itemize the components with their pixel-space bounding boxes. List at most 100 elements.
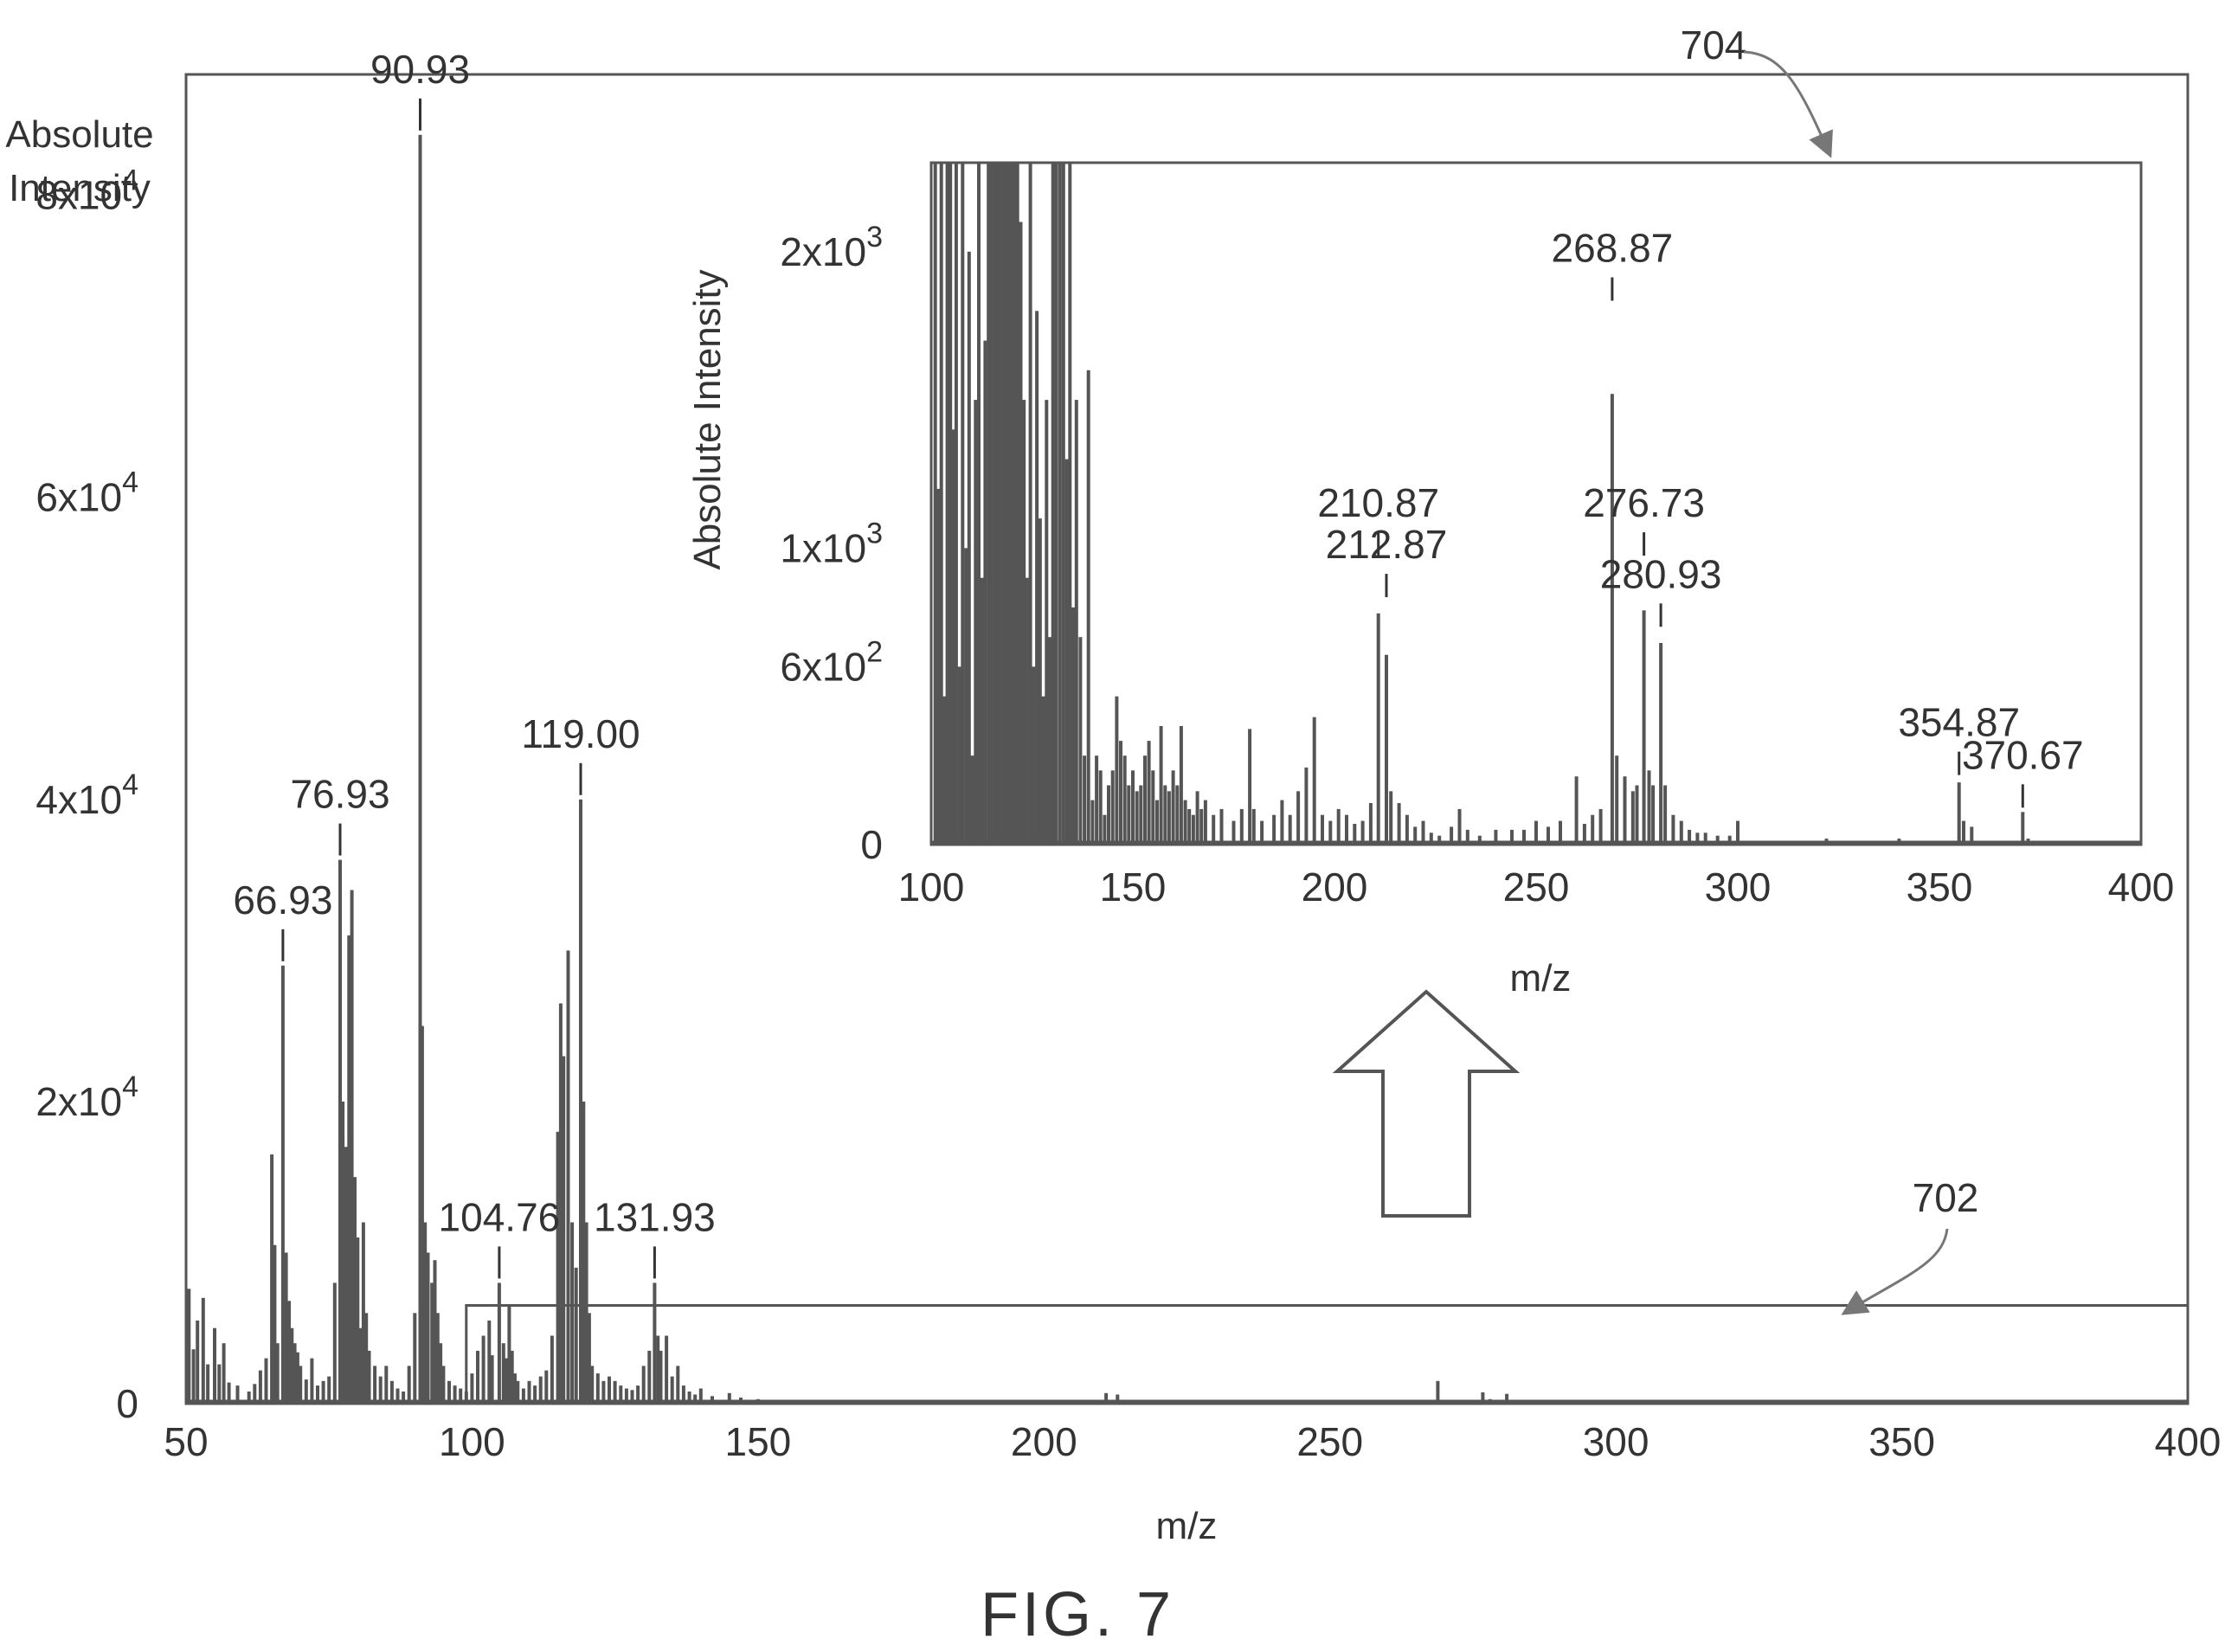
inset-peak-bar	[1328, 820, 1333, 845]
main-peak-bar	[367, 1350, 371, 1404]
main-x-tick-label: 150	[725, 1419, 792, 1464]
inset-peak-bar	[1389, 791, 1393, 845]
main-peak-label: 76.93	[290, 772, 389, 817]
callout-702-label: 702	[1913, 1175, 1979, 1220]
main-peak-bar	[187, 1289, 191, 1404]
inset-peak-bar	[1559, 820, 1562, 845]
main-peak-bar	[341, 1101, 345, 1404]
inset-peak-bar	[1061, 163, 1065, 845]
main-peak-bar	[636, 1385, 640, 1404]
inset-peak-bar	[980, 577, 984, 845]
main-chart: 50 100 150 200 250 300 350 400 0 2x104 4x104 6x104…	[5, 47, 2221, 1547]
main-peak-bar	[659, 1350, 663, 1404]
inset-peak-bar	[1147, 741, 1151, 845]
main-peak-bar	[270, 1154, 274, 1404]
inset-peak-bar	[993, 163, 997, 845]
inset-peak-bar	[1642, 610, 1646, 845]
inset-peak-bar	[1368, 803, 1373, 845]
inset-peak-bar	[1032, 666, 1036, 845]
inset-chart: 100 150 200 250 300 350 400 0 6x102 1x103 2x103 2…	[686, 161, 2174, 1000]
inset-peak-bar	[1582, 824, 1586, 845]
inset-peak-bar	[1688, 829, 1692, 845]
inset-peak-bar	[1191, 814, 1195, 845]
inset-peak-bar	[1659, 643, 1663, 845]
main-peak-bar	[630, 1390, 634, 1404]
main-peak-bar	[327, 1376, 331, 1404]
main-peak-bar	[384, 1366, 389, 1404]
main-peak-bar	[304, 1379, 308, 1404]
inset-peak-bar	[1122, 755, 1127, 845]
inset-peak-bar	[949, 163, 953, 845]
inset-peak-bar	[1090, 800, 1095, 845]
inset-peak-bar	[1175, 785, 1180, 845]
inset-peak-bar	[983, 340, 987, 845]
main-peak-bar	[641, 1366, 646, 1404]
inset-peak-bar	[1078, 637, 1083, 845]
inset-peak-bar	[1103, 814, 1107, 845]
main-peak-bar	[316, 1385, 319, 1404]
inset-peak-bar	[1013, 163, 1016, 845]
main-y-ticks: 0 2x104 4x104 6x104 8x104	[35, 164, 138, 1426]
main-peak-bar	[418, 134, 422, 1404]
main-peak-label: 104.76	[439, 1194, 561, 1239]
inset-y-tick-label: 6x102	[780, 635, 883, 689]
inset-peak-bar	[1385, 654, 1388, 845]
inset-peak-bar	[974, 400, 978, 845]
inset-peak-label: 280.93	[1600, 551, 1722, 596]
inset-peak-bar	[1159, 726, 1163, 845]
main-peak-bar	[584, 1222, 588, 1404]
main-peak-bar	[338, 859, 342, 1404]
inset-peak-bar	[961, 163, 965, 845]
inset-x-tick-label: 300	[1705, 865, 1772, 910]
main-peak-bar	[206, 1364, 210, 1404]
inset-peak-bar	[1119, 741, 1122, 845]
inset-peak-bar	[1071, 607, 1075, 845]
main-peak-bar	[378, 1376, 383, 1404]
main-x-ticks: 50 100 150 200 250 300 350 400	[164, 1419, 2221, 1464]
inset-peak-bar	[1074, 400, 1078, 845]
inset-peak-bar	[1345, 814, 1348, 845]
main-peak-bar	[558, 1003, 563, 1404]
main-peak-label: 66.93	[233, 877, 332, 922]
main-peak-bar	[601, 1380, 606, 1404]
main-peak-bar	[264, 1358, 268, 1404]
main-peak-bar	[727, 1392, 731, 1404]
main-peak-labels: 66.93 76.93 90.93 104.76 119.00 131.93	[233, 47, 716, 1279]
inset-peak-bar	[1695, 832, 1700, 845]
main-peak-bar	[550, 1335, 554, 1404]
main-x-tick-label: 300	[1583, 1419, 1649, 1464]
main-peak-bar	[321, 1380, 325, 1404]
main-peak-bar	[361, 1222, 365, 1404]
inset-peak-bar	[1002, 163, 1006, 845]
inset-peak-bar	[1051, 163, 1055, 845]
inset-peak-bar	[1736, 820, 1739, 845]
main-peak-bar	[284, 1252, 288, 1404]
main-peak-label: 90.93	[370, 47, 470, 92]
inset-peak-bar	[1155, 800, 1159, 845]
inset-peak-bar	[1663, 785, 1668, 845]
callout-702-arrow-icon	[1841, 1228, 1949, 1315]
inset-peak-bar	[1035, 311, 1039, 845]
inset-peak-bar	[951, 429, 955, 845]
main-peak-bar	[356, 1237, 360, 1404]
inset-peak-bar	[1239, 808, 1244, 845]
main-x-tick-label: 200	[1011, 1419, 1077, 1464]
inset-peak-bar	[1962, 820, 1965, 845]
inset-peak-bar	[1131, 770, 1135, 845]
inset-peak-bar	[1598, 808, 1603, 845]
inset-peak-bar	[1413, 826, 1418, 845]
inset-peak-bar	[1574, 776, 1579, 845]
main-y-tick-label: 4x104	[35, 768, 138, 822]
main-peak-bar	[295, 1352, 299, 1404]
main-peak-label: 131.93	[594, 1194, 716, 1239]
inset-peak-bar	[1727, 835, 1732, 845]
main-peak-bar	[293, 1343, 297, 1404]
main-peak-bar	[538, 1376, 543, 1404]
main-peak-bar	[619, 1385, 623, 1404]
main-peak-bar	[624, 1388, 628, 1404]
main-peak-bar	[505, 1358, 509, 1404]
main-bars	[186, 134, 2188, 1405]
main-peak-bar	[516, 1380, 520, 1404]
inset-peak-bar	[977, 163, 981, 845]
